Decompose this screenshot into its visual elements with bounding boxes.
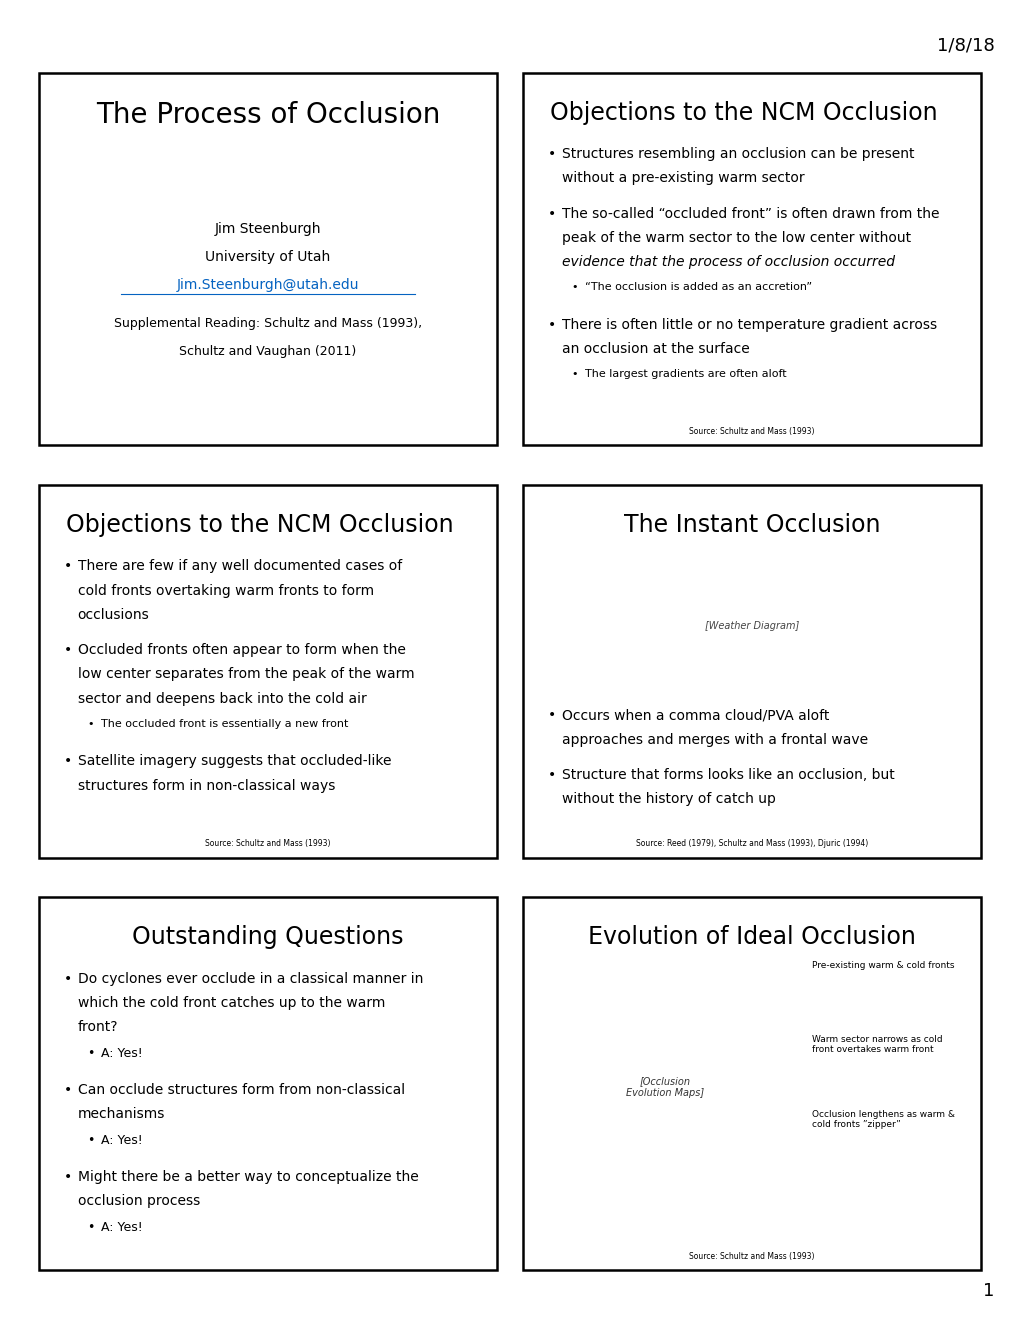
- Text: Warm sector narrows as cold
front overtakes warm front: Warm sector narrows as cold front overta…: [811, 1035, 942, 1055]
- Text: [Weather Diagram]: [Weather Diagram]: [704, 622, 798, 631]
- Text: •: •: [64, 754, 72, 768]
- Text: Occluded fronts often appear to form when the: Occluded fronts often appear to form whe…: [77, 643, 406, 657]
- Text: Supplemental Reading: Schultz and Mass (1993),: Supplemental Reading: Schultz and Mass (…: [114, 317, 422, 330]
- Text: occlusions: occlusions: [77, 609, 150, 622]
- Text: Pre-existing warm & cold fronts: Pre-existing warm & cold fronts: [811, 961, 953, 969]
- Text: •: •: [547, 318, 555, 331]
- Text: without the history of catch up: without the history of catch up: [561, 792, 774, 807]
- Text: sector and deepens back into the cold air: sector and deepens back into the cold ai…: [77, 692, 366, 706]
- Text: Jim Steenburgh: Jim Steenburgh: [215, 222, 321, 236]
- Text: Source: Schultz and Mass (1993): Source: Schultz and Mass (1993): [689, 426, 814, 436]
- Text: Might there be a better way to conceptualize the: Might there be a better way to conceptua…: [77, 1170, 418, 1184]
- Text: an occlusion at the surface: an occlusion at the surface: [561, 342, 749, 356]
- Text: The Instant Occlusion: The Instant Occlusion: [624, 513, 879, 537]
- Text: Can occlude structures form from non-classical: Can occlude structures form from non-cla…: [77, 1082, 405, 1097]
- Text: Satellite imagery suggests that occluded-like: Satellite imagery suggests that occluded…: [77, 754, 391, 768]
- Text: Source: Reed (1979), Schultz and Mass (1993), Djuric (1994): Source: Reed (1979), Schultz and Mass (1…: [635, 840, 867, 849]
- Text: •: •: [64, 1170, 72, 1184]
- FancyBboxPatch shape: [39, 484, 497, 858]
- Text: •: •: [87, 719, 94, 729]
- Text: A: Yes!: A: Yes!: [101, 1221, 143, 1234]
- FancyBboxPatch shape: [522, 73, 980, 445]
- FancyBboxPatch shape: [39, 73, 497, 445]
- Text: •: •: [87, 1047, 94, 1060]
- Text: •: •: [571, 370, 577, 379]
- Text: •: •: [87, 1221, 94, 1234]
- Text: cold fronts overtaking warm fronts to form: cold fronts overtaking warm fronts to fo…: [77, 583, 374, 598]
- Text: •: •: [547, 709, 555, 722]
- Text: The Process of Occlusion: The Process of Occlusion: [96, 100, 440, 128]
- FancyBboxPatch shape: [522, 898, 980, 1270]
- FancyBboxPatch shape: [39, 898, 497, 1270]
- Text: structures form in non-classical ways: structures form in non-classical ways: [77, 779, 335, 792]
- Text: •: •: [64, 1082, 72, 1097]
- Text: mechanisms: mechanisms: [77, 1107, 165, 1121]
- Text: The largest gradients are often aloft: The largest gradients are often aloft: [584, 370, 786, 379]
- Text: The so-called “occluded front” is often drawn from the: The so-called “occluded front” is often …: [561, 207, 938, 220]
- FancyBboxPatch shape: [522, 484, 980, 858]
- Text: •: •: [547, 768, 555, 783]
- Text: University of Utah: University of Utah: [205, 249, 330, 264]
- Text: Structure that forms looks like an occlusion, but: Structure that forms looks like an occlu…: [561, 768, 894, 783]
- Text: Objections to the NCM Occlusion: Objections to the NCM Occlusion: [549, 100, 936, 124]
- Text: •: •: [571, 282, 577, 293]
- Text: •: •: [64, 643, 72, 657]
- Text: 1/8/18: 1/8/18: [935, 37, 994, 55]
- Text: A: Yes!: A: Yes!: [101, 1134, 143, 1147]
- Text: without a pre-existing warm sector: without a pre-existing warm sector: [561, 172, 804, 185]
- Text: •: •: [87, 1134, 94, 1147]
- Text: There are few if any well documented cases of: There are few if any well documented cas…: [77, 560, 401, 573]
- Text: [Occlusion
Evolution Maps]: [Occlusion Evolution Maps]: [626, 1076, 703, 1098]
- Text: Jim.Steenburgh@utah.edu: Jim.Steenburgh@utah.edu: [176, 277, 359, 292]
- Text: “The occlusion is added as an accretion”: “The occlusion is added as an accretion”: [584, 282, 811, 293]
- Text: Source: Schultz and Mass (1993): Source: Schultz and Mass (1993): [689, 1251, 814, 1261]
- Text: Source: Schultz and Mass (1993): Source: Schultz and Mass (1993): [205, 840, 330, 849]
- Text: •: •: [64, 560, 72, 573]
- Text: Occlusion lengthens as warm &
cold fronts ”zipper”: Occlusion lengthens as warm & cold front…: [811, 1110, 954, 1129]
- Text: front?: front?: [77, 1020, 118, 1034]
- Text: evidence that the process of occlusion occurred: evidence that the process of occlusion o…: [561, 255, 894, 269]
- Text: •: •: [547, 147, 555, 161]
- Text: The occluded front is essentially a new front: The occluded front is essentially a new …: [101, 719, 347, 729]
- Text: low center separates from the peak of the warm: low center separates from the peak of th…: [77, 668, 414, 681]
- Text: Evolution of Ideal Occlusion: Evolution of Ideal Occlusion: [588, 925, 915, 949]
- Text: A: Yes!: A: Yes!: [101, 1047, 143, 1060]
- Text: 1: 1: [982, 1282, 994, 1300]
- Text: Outstanding Questions: Outstanding Questions: [132, 925, 404, 949]
- Text: peak of the warm sector to the low center without: peak of the warm sector to the low cente…: [561, 231, 910, 246]
- Text: which the cold front catches up to the warm: which the cold front catches up to the w…: [77, 995, 385, 1010]
- Text: •: •: [64, 972, 72, 986]
- Text: •: •: [547, 207, 555, 220]
- Text: occlusion process: occlusion process: [77, 1193, 200, 1208]
- Text: Schultz and Vaughan (2011): Schultz and Vaughan (2011): [179, 345, 357, 358]
- Text: Objections to the NCM Occlusion: Objections to the NCM Occlusion: [66, 513, 453, 537]
- Text: There is often little or no temperature gradient across: There is often little or no temperature …: [561, 318, 935, 331]
- Text: Do cyclones ever occlude in a classical manner in: Do cyclones ever occlude in a classical …: [77, 972, 423, 986]
- Text: Occurs when a comma cloud/PVA aloft: Occurs when a comma cloud/PVA aloft: [561, 709, 828, 722]
- Text: approaches and merges with a frontal wave: approaches and merges with a frontal wav…: [561, 733, 867, 747]
- Text: Structures resembling an occlusion can be present: Structures resembling an occlusion can b…: [561, 147, 913, 161]
